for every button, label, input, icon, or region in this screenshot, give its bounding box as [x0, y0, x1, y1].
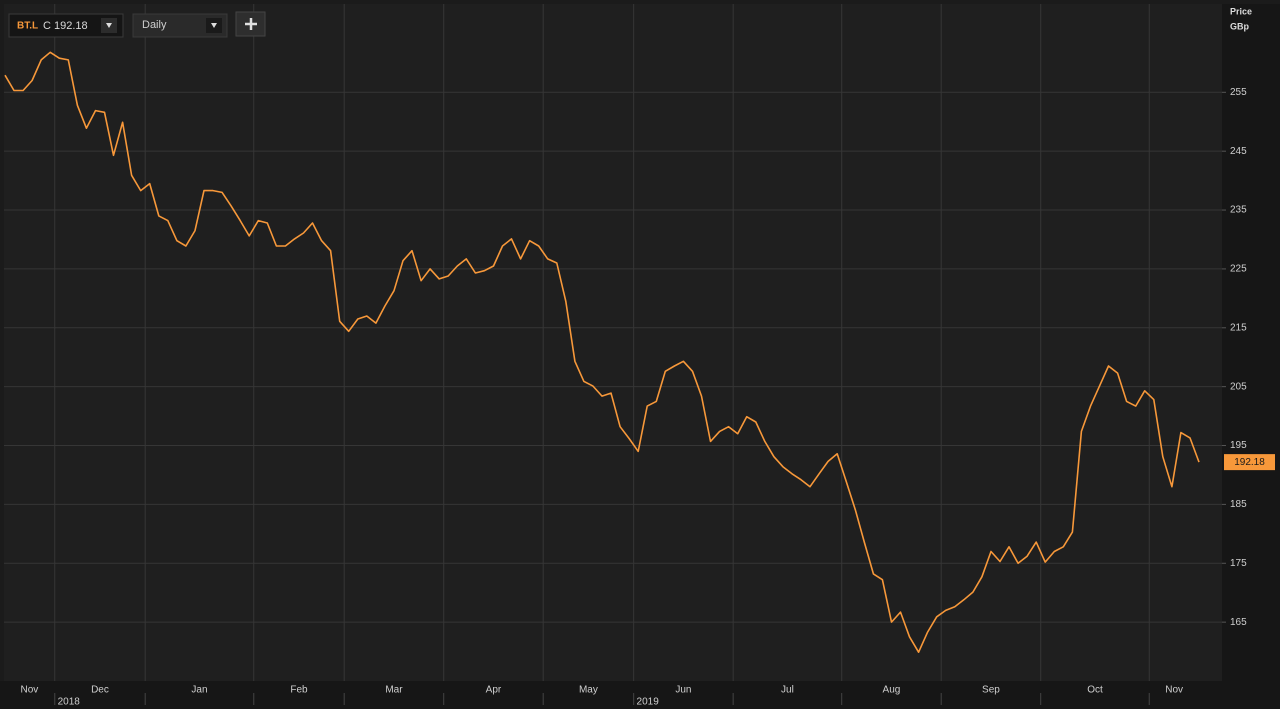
y-axis-unit: GBp — [1230, 21, 1250, 31]
dropdown-box[interactable] — [132, 13, 228, 38]
x-tick-label: Aug — [883, 685, 901, 696]
y-tick-label: 175 — [1230, 558, 1247, 569]
last-value-label: 192.18 — [1234, 457, 1265, 468]
plus-icon — [245, 18, 257, 30]
x-tick-label: Feb — [290, 685, 308, 696]
x-tick-label: Apr — [486, 685, 502, 696]
ticker-dropdown[interactable]: BT.L C 192.18 — [8, 13, 124, 38]
y-tick-label: 255 — [1230, 87, 1247, 98]
x-tick-label: May — [579, 685, 598, 696]
x-tick-label: Nov — [20, 685, 38, 696]
price-line — [4, 51, 1200, 653]
add-button[interactable] — [235, 11, 266, 37]
dropdown-arrow — [106, 23, 112, 28]
x-tick-label: Dec — [91, 685, 109, 696]
x-axis-area — [0, 681, 1222, 709]
y-tick-label: 165 — [1230, 617, 1247, 628]
x-tick-label: Mar — [385, 685, 403, 696]
grid — [4, 4, 1222, 681]
y-tick-label: 225 — [1230, 264, 1247, 275]
quote: C 192.18 — [43, 20, 88, 32]
interval-dropdown[interactable]: Daily — [132, 13, 228, 38]
interval: Daily — [142, 19, 167, 31]
year-label: 2019 — [637, 697, 660, 708]
marks — [4, 51, 1200, 653]
x-tick-label: Jan — [191, 685, 207, 696]
dropdown-box[interactable] — [8, 13, 124, 38]
x-tick-label: Oct — [1087, 685, 1103, 696]
x-tick-label: Jul — [781, 685, 794, 696]
ticker: BT.L — [17, 21, 38, 32]
plot-area — [4, 4, 1222, 681]
dropdown-arrow — [211, 23, 217, 28]
y-axis-area — [1222, 4, 1280, 709]
y-tick-label: 185 — [1230, 499, 1247, 510]
y-tick-label: 245 — [1230, 146, 1247, 157]
x-tick-label: Sep — [982, 685, 1000, 696]
last-value-box — [1224, 454, 1275, 471]
y-axis-label: Price — [1230, 6, 1252, 16]
year-label: 2018 — [58, 697, 81, 708]
y-tick-label: 205 — [1230, 381, 1247, 392]
y-tick-label: 235 — [1230, 205, 1247, 216]
y-tick-label: 215 — [1230, 322, 1247, 333]
x-tick-label: Jun — [675, 685, 691, 696]
x-tick-label: Nov — [1165, 685, 1183, 696]
y-tick-label: 195 — [1230, 440, 1247, 451]
